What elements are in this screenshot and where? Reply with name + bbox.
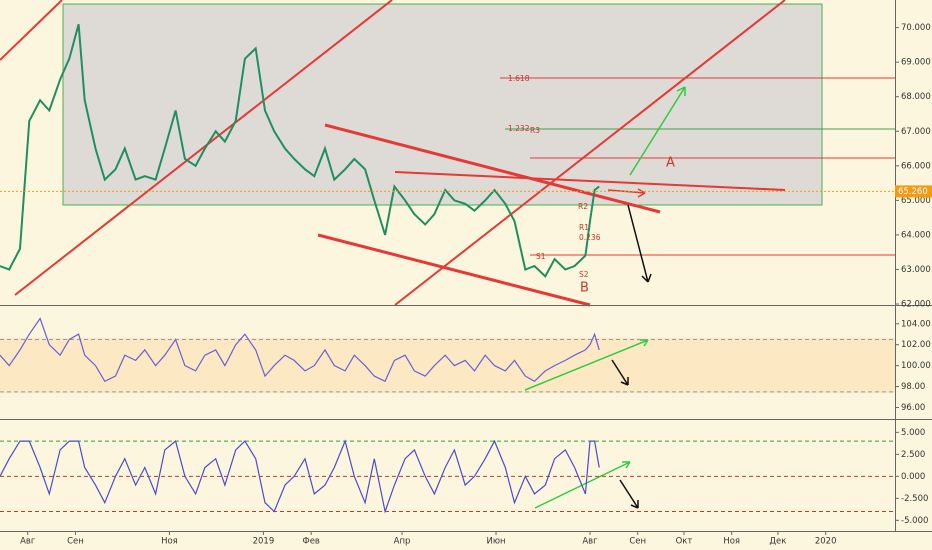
annotation: R1: [579, 223, 589, 232]
x-tick-label: Сен: [67, 537, 84, 547]
y-tick-label: 66.000: [901, 161, 931, 171]
x-tick-label: Дек: [769, 537, 786, 547]
y-tick-label: 100.00: [901, 361, 931, 371]
annotation: R3: [530, 126, 540, 135]
trend-line: [0, 0, 63, 61]
y-tick-label: 69.000: [901, 58, 931, 68]
y-tick-label: 64.000: [901, 230, 931, 240]
y-tick-label: 104.00: [901, 319, 931, 329]
osc-band: [0, 338, 895, 393]
x-tick-label: Сен: [629, 537, 646, 547]
trend-line: [14, 0, 393, 296]
x-tick-label: Авг: [20, 537, 36, 547]
series-line: [0, 317, 600, 383]
x-tick-label: 2020: [815, 537, 837, 547]
y-tick-label: -2.500: [901, 494, 928, 504]
annotation: 1.232: [508, 124, 530, 133]
y-tick-label: 62.000: [901, 300, 931, 310]
arrow: [629, 86, 686, 176]
series-line: [0, 439, 600, 514]
y-tick-label: 63.000: [901, 265, 931, 275]
current-price-tag: [895, 185, 932, 198]
x-tick-label: Окт: [676, 537, 693, 547]
y-tick-label: 96.00: [901, 403, 925, 413]
arrow: [619, 479, 639, 509]
x-tick-label: Ноя: [723, 537, 740, 547]
y-tick-label: 67.000: [901, 127, 931, 137]
annotation: S2: [579, 270, 589, 279]
y-tick-label: -5.000: [901, 516, 928, 526]
y-tick-label: 0.000: [901, 472, 925, 482]
trend-line: [394, 0, 786, 306]
y-tick-label: 102.00: [901, 340, 931, 350]
x-tick-label: Ноя: [161, 537, 178, 547]
annotation: 0.236: [579, 233, 601, 242]
annotation: 1.618: [508, 74, 530, 83]
annotation: R2: [578, 202, 588, 211]
arrow: [524, 339, 649, 391]
arrow: [611, 359, 629, 386]
trend-line: [324, 123, 661, 214]
arrow: [534, 461, 631, 509]
trend-line: [394, 171, 786, 191]
x-tick-label: Апр: [394, 537, 411, 547]
annotation: A: [666, 156, 675, 171]
y-tick-label: 65.000: [901, 196, 931, 206]
y-tick-label: 2.500: [901, 450, 925, 460]
y-tick-label: 98.00: [901, 382, 925, 392]
y-tick-label: 68.000: [901, 92, 931, 102]
y-tick-label: 70.000: [901, 23, 931, 33]
current-price-label: 65.260: [898, 187, 928, 197]
arrow: [627, 204, 652, 283]
y-tick-label: 5.000: [901, 428, 925, 438]
series-line: [0, 23, 600, 279]
annotation: S1: [536, 252, 546, 261]
x-tick-label: Авг: [582, 537, 598, 547]
annotation: B: [580, 281, 589, 296]
x-tick-label: Фев: [302, 537, 320, 547]
range-box: [62, 3, 823, 206]
x-tick-label: 2019: [253, 537, 275, 547]
x-tick-label: Июн: [486, 537, 505, 547]
trend-line: [317, 233, 591, 307]
